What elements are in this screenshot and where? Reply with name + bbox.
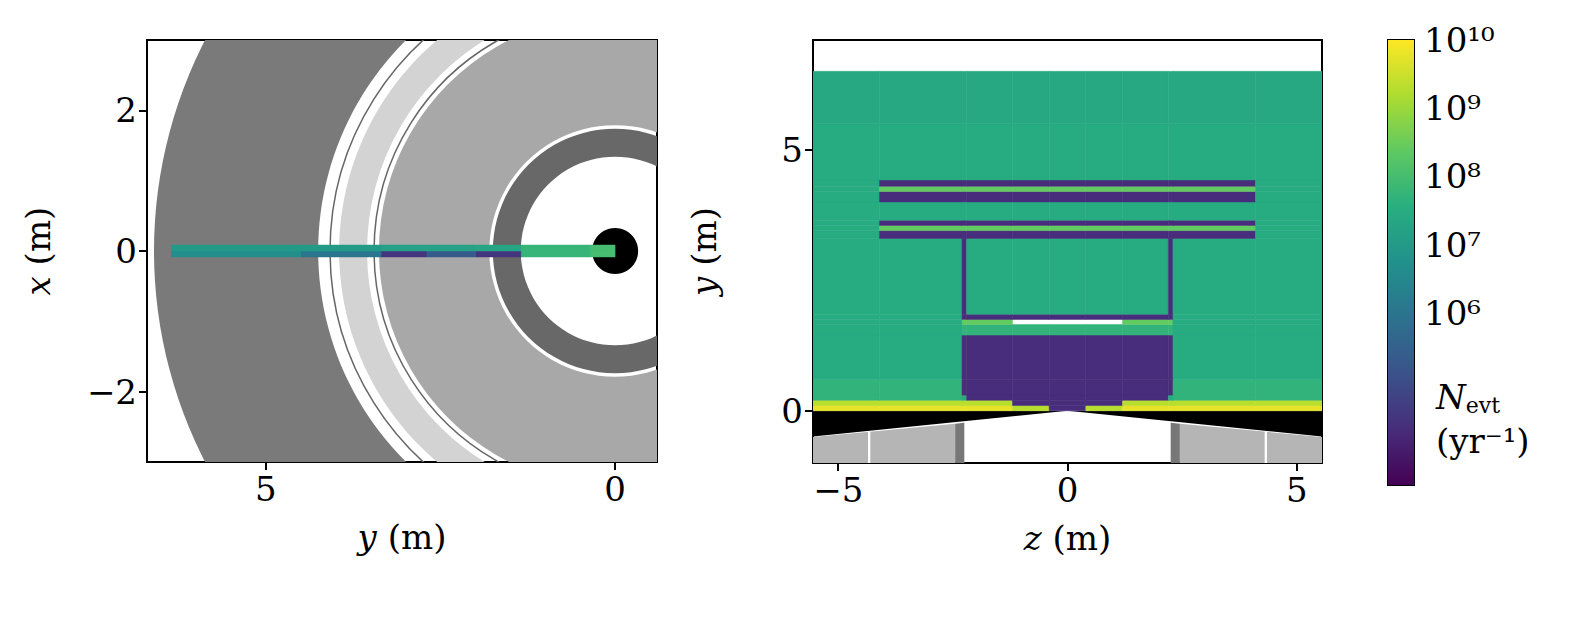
svg-text:0: 0 [604, 469, 626, 509]
svg-text:0: 0 [781, 391, 803, 431]
svg-text:(m): (m) [684, 207, 724, 277]
svg-text:10⁷: 10⁷ [1424, 225, 1481, 265]
svg-text:10⁸: 10⁸ [1424, 156, 1481, 196]
svg-text:10⁶: 10⁶ [1424, 293, 1481, 333]
svg-text:x: x [18, 276, 58, 295]
svg-text:−5: −5 [813, 470, 863, 510]
svg-text:2: 2 [115, 90, 137, 130]
svg-text:evt: evt [1466, 393, 1500, 418]
svg-text:y: y [684, 276, 724, 298]
svg-text:z: z [1023, 518, 1043, 558]
svg-text:0: 0 [1057, 470, 1079, 510]
svg-text:5: 5 [255, 469, 277, 509]
svg-text:(m): (m) [1042, 518, 1112, 558]
svg-text:N: N [1435, 377, 1467, 417]
svg-text:−2: −2 [87, 372, 137, 412]
svg-text:0: 0 [115, 231, 137, 271]
svg-text:(m): (m) [377, 517, 447, 557]
svg-text:(yr⁻¹): (yr⁻¹) [1436, 421, 1530, 461]
svg-text:(m): (m) [18, 207, 58, 277]
svg-text:y: y [356, 517, 378, 557]
svg-text:10¹⁰: 10¹⁰ [1424, 20, 1495, 60]
svg-text:10⁹: 10⁹ [1424, 88, 1481, 128]
svg-text:5: 5 [1286, 470, 1308, 510]
svg-text:5: 5 [781, 130, 803, 170]
